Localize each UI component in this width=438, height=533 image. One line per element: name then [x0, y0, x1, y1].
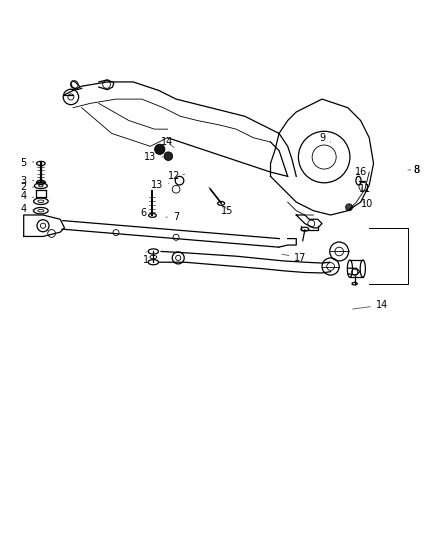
Text: 13: 13 — [144, 152, 163, 162]
Circle shape — [164, 152, 173, 160]
Text: 7: 7 — [166, 212, 179, 222]
Text: 4: 4 — [21, 191, 34, 201]
Text: 12: 12 — [168, 172, 185, 181]
Text: 10: 10 — [361, 199, 373, 209]
Text: 9: 9 — [319, 133, 331, 143]
Text: 4: 4 — [21, 204, 34, 214]
Text: 16: 16 — [354, 167, 367, 177]
Text: 17: 17 — [282, 253, 307, 263]
Text: 15: 15 — [221, 206, 234, 216]
Text: 3: 3 — [21, 176, 34, 185]
Text: 13: 13 — [151, 180, 169, 190]
Text: 1: 1 — [143, 252, 149, 265]
Text: 2: 2 — [21, 182, 34, 192]
Circle shape — [346, 204, 353, 211]
Text: 6: 6 — [141, 208, 152, 218]
Text: 8: 8 — [408, 165, 420, 175]
Circle shape — [155, 144, 165, 155]
Text: 11: 11 — [359, 184, 371, 194]
Text: 8: 8 — [413, 165, 420, 175]
Text: 5: 5 — [21, 158, 34, 168]
Text: 14: 14 — [161, 137, 174, 148]
Text: 14: 14 — [353, 300, 388, 310]
